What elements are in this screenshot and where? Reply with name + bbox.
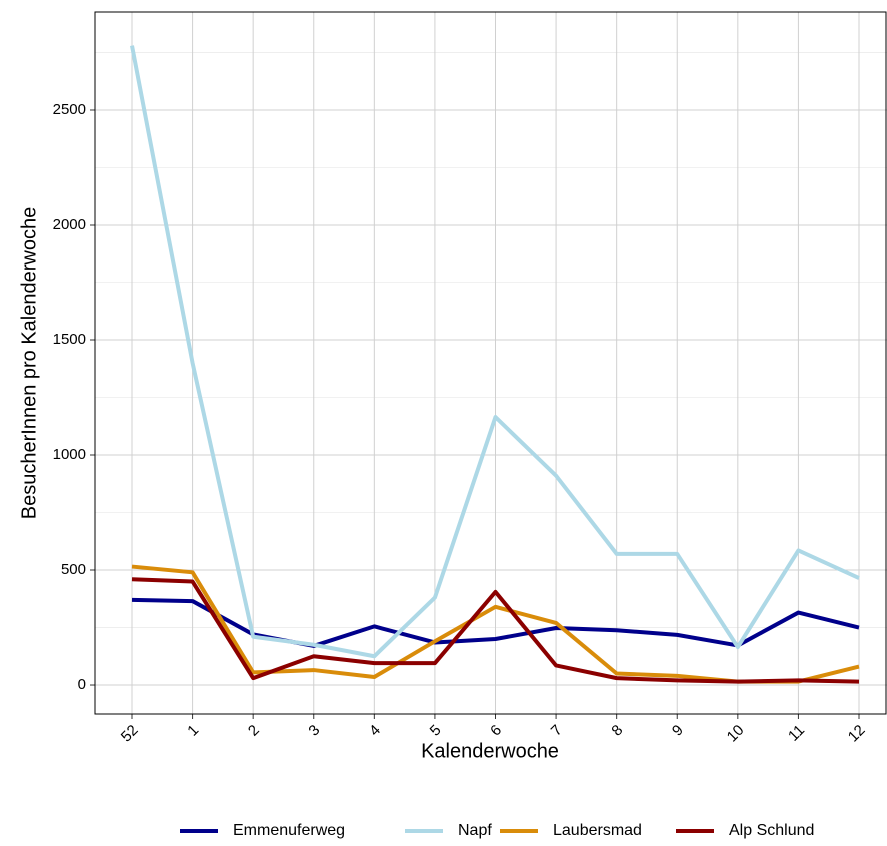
- series-line: [130, 45, 860, 659]
- x-axis-label: Kalenderwoche: [421, 740, 559, 762]
- x-tick-label: 6: [487, 722, 505, 740]
- y-tick-label: 2000: [53, 216, 86, 233]
- series-line: [131, 577, 860, 684]
- y-axis-label: BesucherInnen pro Kalenderwoche: [18, 207, 40, 519]
- x-tick-label: 12: [845, 722, 869, 746]
- plot-border: [94, 11, 887, 715]
- x-tick-label: 2: [245, 722, 263, 740]
- x-tick-label: 8: [608, 722, 626, 740]
- x-tick-label: 5: [427, 722, 445, 740]
- y-tick-label: 0: [78, 676, 86, 693]
- x-tick-label: 52: [118, 722, 142, 746]
- y-tick-label: 500: [61, 561, 86, 578]
- y-tick-label: 1500: [53, 331, 86, 348]
- legend-label: Laubersmad: [553, 822, 642, 839]
- y-tick-label: 1000: [53, 446, 86, 463]
- legend-label: Emmenuferweg: [233, 822, 345, 839]
- x-tick-label: 1: [184, 722, 202, 740]
- x-tick-label: 7: [548, 722, 566, 740]
- x-tick-label: 4: [366, 722, 384, 740]
- legend-label: Napf: [458, 822, 492, 839]
- x-tick-label: 11: [785, 722, 808, 745]
- y-tick-label: 2500: [53, 101, 86, 118]
- x-tick-label: 10: [724, 722, 748, 746]
- x-tick-label: 9: [669, 722, 687, 740]
- x-tick-label: 3: [305, 722, 323, 740]
- legend-label: Alp Schlund: [729, 822, 814, 839]
